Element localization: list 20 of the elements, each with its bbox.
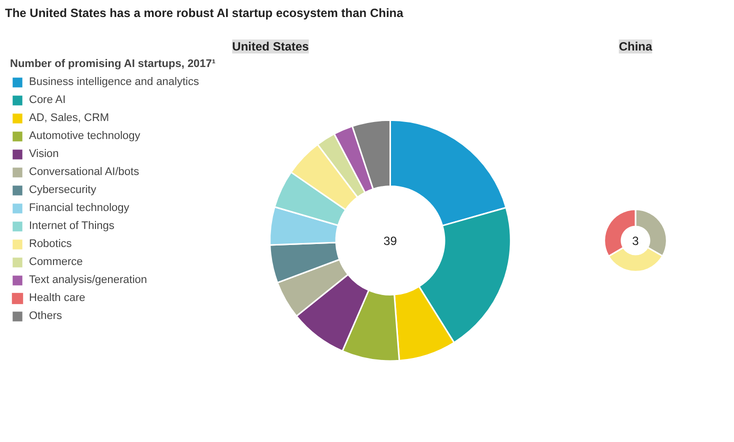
text: 39	[384, 234, 398, 248]
legend-label: Automotive technology	[29, 130, 140, 142]
legend-label: Conversational AI/bots	[29, 166, 140, 178]
legend-label: Internet of Things	[29, 220, 114, 232]
chart-subtitle: United States	[232, 40, 310, 54]
legend-label: Vision	[29, 148, 59, 160]
legend-label: AD, Sales, CRM	[29, 112, 110, 124]
legend-label: Business intelligence and analytics	[29, 76, 199, 88]
legend-label: Financial technology	[29, 202, 130, 214]
legend-label: Commerce	[29, 256, 83, 268]
legend-label: Others	[29, 310, 62, 322]
legend-label: Health care	[29, 292, 86, 304]
text: 3	[632, 234, 640, 248]
legend-label: Robotics	[29, 238, 72, 250]
legend-label: Text analysis/generation	[29, 274, 148, 286]
legend-title: Number of promising AI startups, 2017¹	[10, 58, 216, 70]
chart-title: The United States has a more robust AI startup ecosystem than China	[5, 5, 404, 22]
legend-label: Core AI	[29, 94, 66, 106]
chart-subtitle: China	[618, 40, 652, 54]
legend-label: Cybersecurity	[29, 184, 96, 196]
